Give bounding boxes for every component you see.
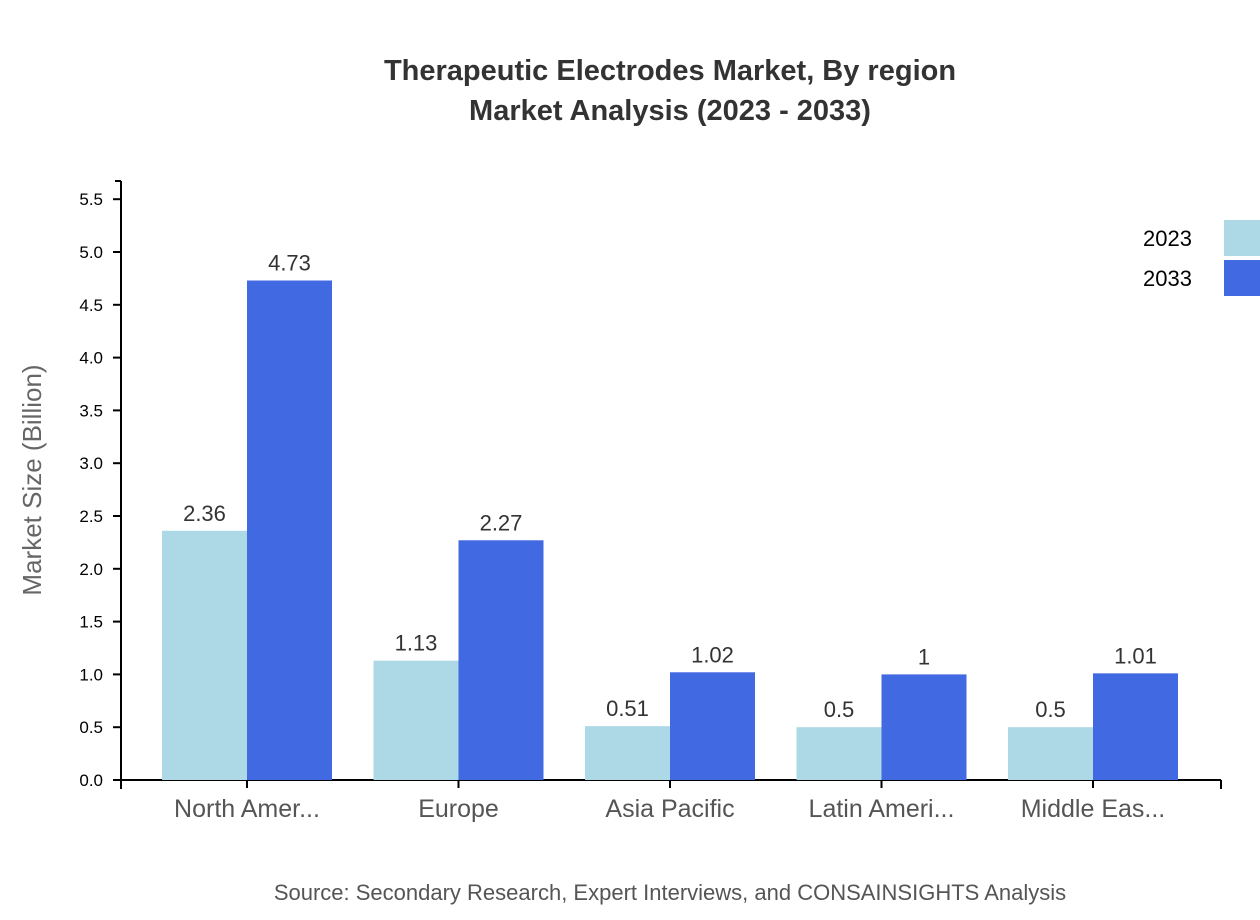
data-label: 0.51 xyxy=(606,696,649,721)
x-tick-label: Asia Pacific xyxy=(605,795,734,823)
y-tick-label: 0.0 xyxy=(79,771,103,790)
data-label: 2.27 xyxy=(480,510,523,535)
data-label: 0.5 xyxy=(824,697,855,722)
data-label: 0.5 xyxy=(1035,697,1066,722)
y-tick-label: 4.5 xyxy=(79,296,103,315)
y-tick-label: 1.0 xyxy=(79,665,103,684)
bar-2033 xyxy=(670,672,755,780)
data-label: 1 xyxy=(918,644,930,669)
data-label: 2.36 xyxy=(183,501,226,526)
data-label: 1.13 xyxy=(395,631,438,656)
y-tick-label: 0.5 xyxy=(79,718,103,737)
y-tick-label: 3.5 xyxy=(79,401,103,420)
bar-2033 xyxy=(1093,673,1178,780)
data-label: 1.02 xyxy=(691,642,734,667)
x-tick-label: Europe xyxy=(418,795,499,823)
y-tick-label: 1.5 xyxy=(79,613,103,632)
y-tick-label: 5.0 xyxy=(79,243,103,262)
bar-2023 xyxy=(585,726,670,780)
bar-2023 xyxy=(162,530,247,780)
y-tick-label: 4.0 xyxy=(79,349,103,368)
source-note: Source: Secondary Research, Expert Inter… xyxy=(274,880,1066,905)
legend-label: 2023 xyxy=(1143,226,1192,251)
bar-2033 xyxy=(458,540,544,780)
bar-2023 xyxy=(373,660,459,780)
bar-2033 xyxy=(247,280,332,780)
legend: 2023 2033 xyxy=(1143,220,1260,296)
bar-2033 xyxy=(881,674,967,780)
data-label: 4.73 xyxy=(268,251,311,276)
y-tick-label: 2.5 xyxy=(79,507,103,526)
bars: 2.364.731.132.270.511.020.510.51.01 xyxy=(162,251,1178,780)
y-axis-label: Market Size (Billion) xyxy=(17,364,47,595)
bar-2023 xyxy=(796,727,882,780)
x-tick-label: North Amer... xyxy=(174,795,320,823)
y-tick-label: 2.0 xyxy=(79,560,103,579)
chart-subtitle: Market Analysis (2023 - 2033) xyxy=(469,95,871,127)
legend-label: 2033 xyxy=(1143,266,1192,291)
legend-swatch xyxy=(1224,260,1260,296)
y-tick-label: 3.0 xyxy=(79,454,103,473)
chart-title: Therapeutic Electrodes Market, By region xyxy=(384,55,956,87)
bar-2023 xyxy=(1008,727,1093,780)
x-tick-label: Latin Ameri... xyxy=(809,795,955,823)
data-label: 1.01 xyxy=(1114,643,1157,668)
legend-swatch xyxy=(1224,220,1260,256)
y-tick-label: 5.5 xyxy=(79,190,103,209)
x-tick-label: Middle Eas... xyxy=(1021,795,1166,823)
